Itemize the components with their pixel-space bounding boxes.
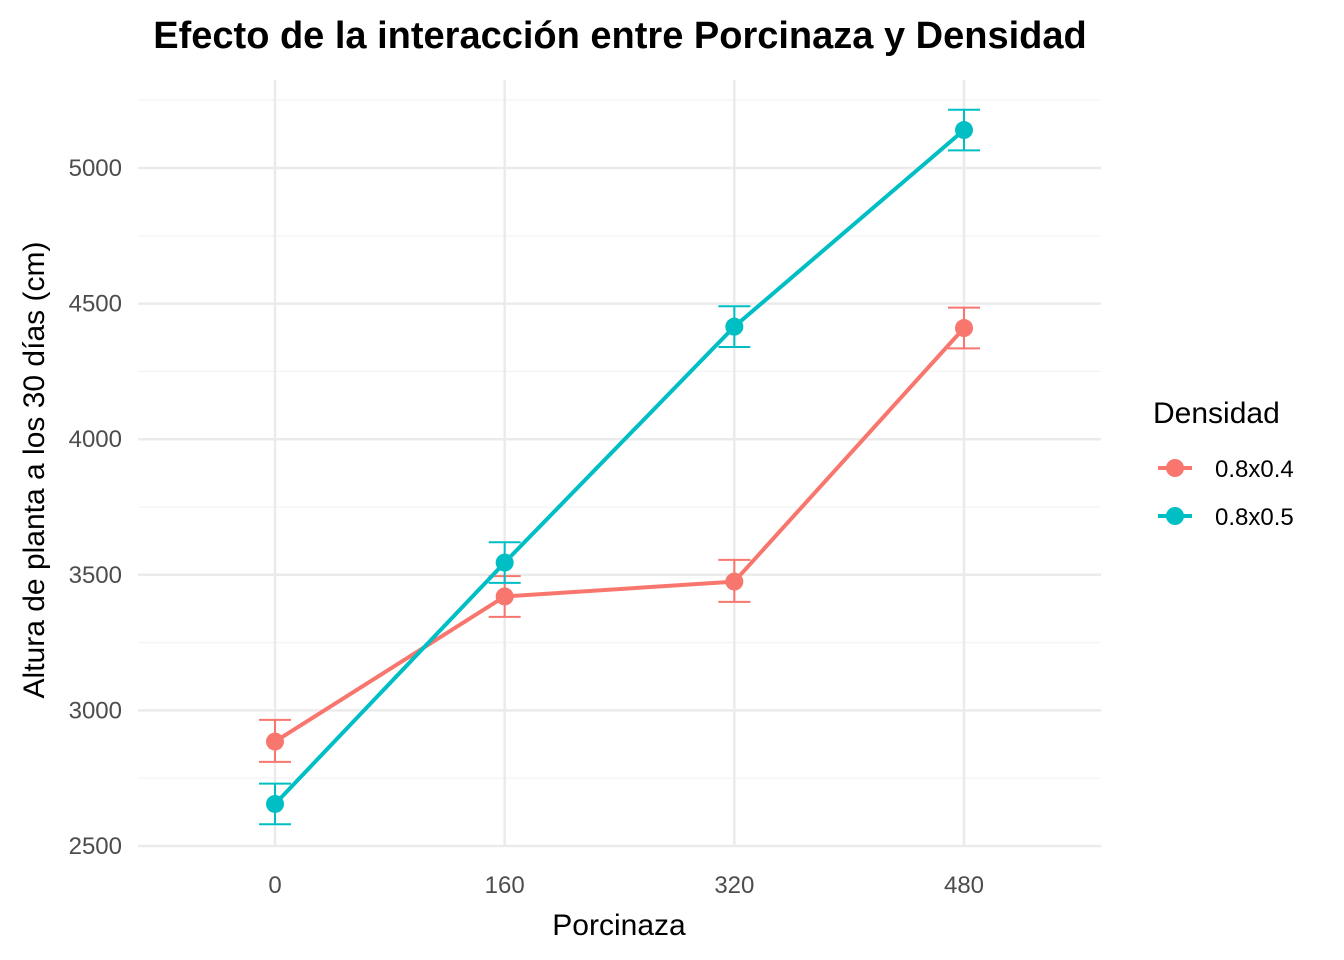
series-0.8x0.5 xyxy=(259,108,981,826)
legend-item: 0.8x0.5 xyxy=(1158,504,1294,531)
data-point xyxy=(725,572,744,591)
x-tick-label: 320 xyxy=(714,872,754,899)
legend: Densidad 0.8x0.4 0.8x0.5 xyxy=(1153,397,1294,531)
series-line xyxy=(273,326,967,744)
legend-label: 0.8x0.4 xyxy=(1215,456,1294,483)
series-line xyxy=(273,128,967,806)
chart-title: Efecto de la interacción entre Porcinaza… xyxy=(153,15,1086,57)
series-0.8x0.4 xyxy=(259,306,981,763)
data-point xyxy=(495,553,514,572)
x-axis-ticks: 0 160 320 480 xyxy=(268,872,984,899)
x-tick-label: 0 xyxy=(268,872,281,899)
y-axis-ticks: 2500 3000 3500 4000 4500 5000 xyxy=(69,155,122,860)
legend-key-point xyxy=(1166,507,1184,525)
y-tick-label: 4000 xyxy=(69,426,122,453)
legend-label: 0.8x0.5 xyxy=(1215,504,1294,531)
y-tick-label: 3500 xyxy=(69,562,122,589)
data-point xyxy=(955,121,974,140)
y-tick-label: 2500 xyxy=(69,833,122,860)
y-tick-label: 3000 xyxy=(69,697,122,724)
y-tick-label: 4500 xyxy=(69,291,122,318)
x-axis-title: Porcinaza xyxy=(552,909,686,942)
y-axis-title: Altura de planta a los 30 días (cm) xyxy=(18,242,51,699)
grid xyxy=(138,80,1101,848)
data-point xyxy=(955,319,974,338)
y-tick-label: 5000 xyxy=(69,155,122,182)
legend-key-point xyxy=(1166,459,1184,477)
legend-item: 0.8x0.4 xyxy=(1158,456,1294,483)
x-tick-label: 480 xyxy=(944,872,984,899)
x-tick-label: 160 xyxy=(485,872,525,899)
legend-title: Densidad xyxy=(1153,397,1280,430)
data-point xyxy=(725,317,744,336)
data-point xyxy=(266,794,284,813)
series-layer xyxy=(259,108,981,826)
data-point xyxy=(266,732,284,751)
data-point xyxy=(495,587,514,606)
